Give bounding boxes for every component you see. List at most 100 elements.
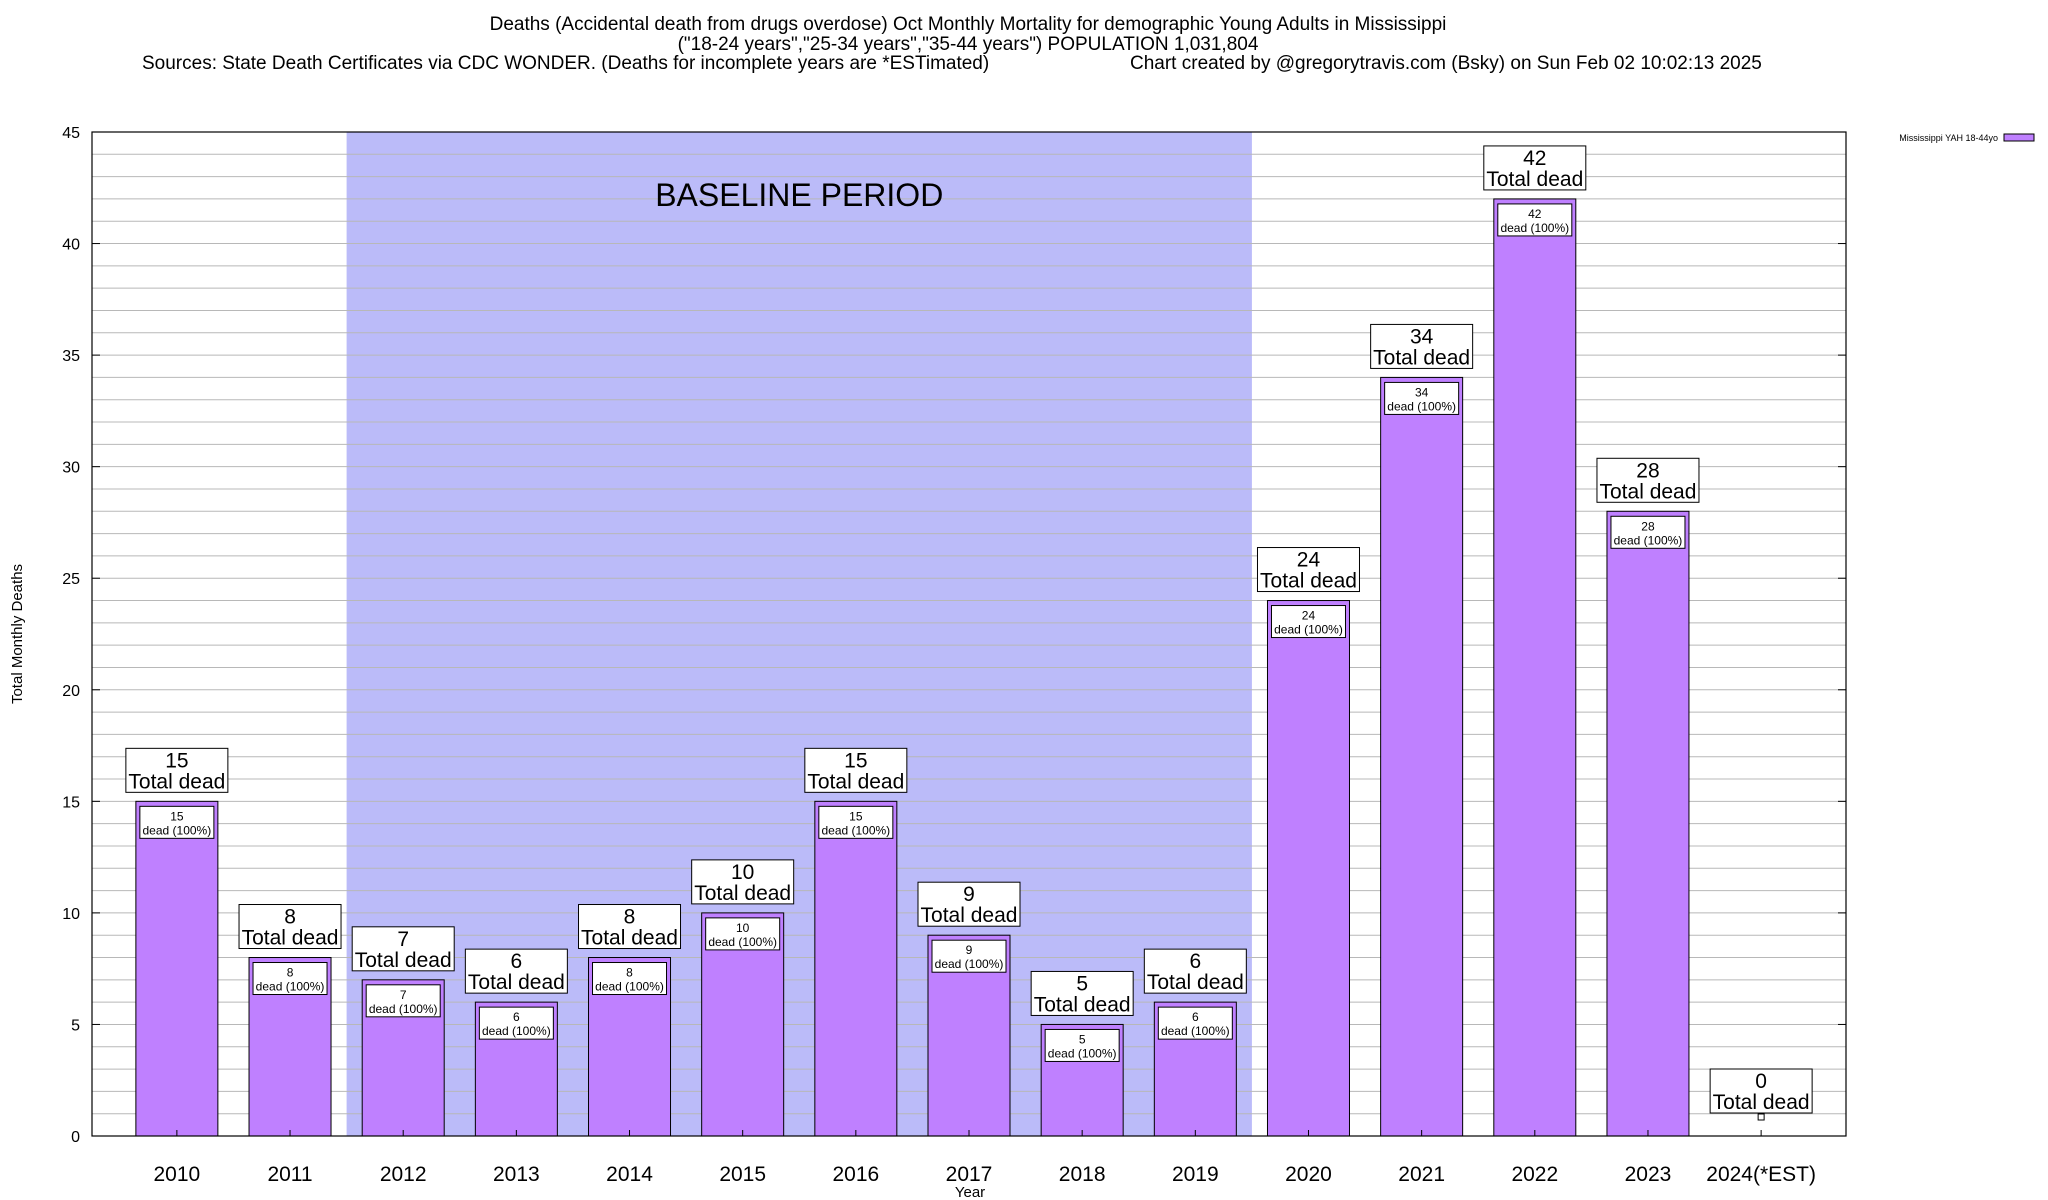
bar-inner-value-label: 15 bbox=[170, 809, 184, 823]
bar-total-suffix-label: Total dead bbox=[468, 971, 565, 994]
bar-inner-value-label: 8 bbox=[626, 966, 633, 980]
bar-inner-label-box bbox=[139, 805, 215, 839]
bar-total-value-label: 24 bbox=[1297, 549, 1321, 572]
bar-inner-percent-label: dead (100%) bbox=[595, 980, 664, 994]
legend-label: Mississippi YAH 18-44yo bbox=[1899, 133, 1998, 143]
chart-title: Deaths (Accidental death from drugs over… bbox=[489, 14, 1447, 35]
bar-inner-percent-label: dead (100%) bbox=[482, 1024, 551, 1038]
bar bbox=[1606, 510, 1690, 1137]
bar-inner-percent-label: dead (100%) bbox=[821, 823, 890, 837]
bar-total-label-box bbox=[1030, 970, 1134, 1016]
bar-total-label-box bbox=[125, 747, 229, 793]
bar-total-label-box bbox=[917, 881, 1021, 927]
bar-total-label-box bbox=[578, 904, 682, 950]
legend: Mississippi YAH 18-44yo bbox=[1899, 133, 2035, 143]
x-tick-label: 2014 bbox=[606, 1163, 653, 1186]
bar-total-suffix-label: Total dead bbox=[1260, 570, 1357, 593]
bar-inner-label-box bbox=[1497, 203, 1573, 237]
bar-total-value-label: 10 bbox=[731, 861, 754, 884]
x-tick-label: 2024(*EST) bbox=[1706, 1163, 1816, 1186]
bar-inner-value-label: 10 bbox=[736, 921, 750, 935]
y-tick-label: 20 bbox=[62, 683, 80, 700]
bar-total-value-label: 6 bbox=[511, 950, 523, 973]
bar-total-suffix-label: Total dead bbox=[1147, 971, 1244, 994]
x-tick-label: 2022 bbox=[1511, 1163, 1558, 1186]
bar-total-value-label: 8 bbox=[624, 906, 636, 929]
bar-total-label-box bbox=[1256, 547, 1360, 593]
bar-total-suffix-label: Total dead bbox=[1373, 346, 1470, 369]
bar bbox=[1380, 376, 1464, 1137]
bar-inner-label-box bbox=[592, 962, 668, 996]
x-tick-label: 2023 bbox=[1625, 1163, 1672, 1186]
bar-total-value-label: 15 bbox=[165, 749, 188, 772]
baseline-period-label: BASELINE PERIOD bbox=[655, 177, 943, 213]
bar-inner-value-label: 8 bbox=[287, 966, 294, 980]
y-tick-label: 35 bbox=[62, 348, 80, 365]
bar-total-suffix-label: Total dead bbox=[807, 770, 904, 793]
bar bbox=[135, 800, 219, 1137]
bar-inner-value-label: 42 bbox=[1528, 207, 1542, 221]
x-tick-label: 2020 bbox=[1285, 1163, 1332, 1186]
bar-inner-value-label: 9 bbox=[966, 943, 973, 957]
bar-inner-percent-label: dead (100%) bbox=[1048, 1046, 1117, 1060]
bar-inner-value-label: 28 bbox=[1641, 519, 1655, 533]
x-tick-label: 2019 bbox=[1172, 1163, 1219, 1186]
bar-total-suffix-label: Total dead bbox=[1486, 168, 1583, 191]
x-tick-label: 2012 bbox=[380, 1163, 427, 1186]
bar-total-value-label: 6 bbox=[1189, 950, 1201, 973]
bar-inner-label-box bbox=[931, 939, 1007, 973]
x-tick-label: 2017 bbox=[946, 1163, 993, 1186]
bar-inner-value-label: 5 bbox=[1079, 1032, 1086, 1046]
bar-inner-label-box bbox=[1384, 381, 1460, 415]
bar-total-value-label: 28 bbox=[1636, 459, 1659, 482]
x-tick-label: 2011 bbox=[267, 1163, 312, 1186]
bar-total-label-box bbox=[804, 747, 908, 793]
bar-total-label-box bbox=[1370, 323, 1474, 369]
bar-inner-percent-label: dead (100%) bbox=[1274, 623, 1343, 637]
bar-inner-percent-label: dead (100%) bbox=[1614, 533, 1683, 547]
bar-total-suffix-label: Total dead bbox=[1034, 993, 1131, 1016]
bar-inner-percent-label: dead (100%) bbox=[143, 823, 212, 837]
bar-inner-percent-label: dead (100%) bbox=[935, 957, 1004, 971]
x-axis-title: Year bbox=[955, 1184, 985, 1200]
bar-total-suffix-label: Total dead bbox=[242, 927, 339, 950]
x-tick-label: 2021 bbox=[1398, 1163, 1445, 1186]
bar-inner-value-label: 6 bbox=[513, 1010, 520, 1024]
y-tick-label: 15 bbox=[62, 794, 80, 811]
bar-inner-percent-label: dead (100%) bbox=[1161, 1024, 1230, 1038]
bar-inner-percent-label: dead (100%) bbox=[256, 980, 325, 994]
bar-total-label-box bbox=[1709, 1068, 1813, 1114]
bar-total-label-box bbox=[238, 904, 342, 950]
bar-inner-label-box bbox=[705, 917, 781, 951]
y-axis: 0 5 10 15 20 25 30 35 40 45 bbox=[62, 125, 1846, 1146]
chart-subtitle: ("18-24 years","25-34 years","35-44 year… bbox=[677, 34, 1259, 55]
bar-total-value-label: 42 bbox=[1523, 147, 1546, 170]
bar-total-suffix-label: Total dead bbox=[694, 882, 791, 905]
bar-inner-value-label: 6 bbox=[1192, 1010, 1199, 1024]
bar-total-suffix-label: Total dead bbox=[1713, 1091, 1810, 1114]
bar-total-label-box bbox=[1143, 948, 1247, 994]
bar-inner-label-box bbox=[1610, 515, 1686, 549]
x-axis: 2010 2011 2012 2013 2014 2015 2016 2017 2018 2019… bbox=[154, 1130, 1816, 1186]
x-tick-label: 2015 bbox=[719, 1163, 766, 1186]
bar-total-value-label: 5 bbox=[1076, 972, 1088, 995]
bar-total-label-box bbox=[351, 926, 455, 972]
bar-inner-value-label: 7 bbox=[400, 988, 407, 1002]
bar-inner-percent-label: dead (100%) bbox=[1500, 221, 1569, 235]
y-tick-label: 40 bbox=[62, 237, 80, 254]
bar-total-value-label: 15 bbox=[844, 749, 867, 772]
chart-sources: Sources: State Death Certificates via CD… bbox=[142, 53, 990, 74]
bar-inner-value-label: 15 bbox=[849, 809, 863, 823]
bar-total-suffix-label: Total dead bbox=[128, 770, 225, 793]
bar-total-suffix-label: Total dead bbox=[1600, 480, 1697, 503]
bar-total-value-label: 7 bbox=[397, 928, 409, 951]
legend-swatch bbox=[2003, 133, 2035, 142]
bar-total-value-label: 9 bbox=[963, 883, 975, 906]
x-tick-label: 2016 bbox=[832, 1163, 879, 1186]
y-tick-label: 5 bbox=[71, 1017, 80, 1034]
y-axis-title: Total Monthly Deaths bbox=[9, 564, 26, 704]
bar-inner-label-box bbox=[1044, 1028, 1120, 1062]
bar-inner-value-label: 24 bbox=[1302, 609, 1316, 623]
bar-total-value-label: 34 bbox=[1410, 325, 1434, 348]
